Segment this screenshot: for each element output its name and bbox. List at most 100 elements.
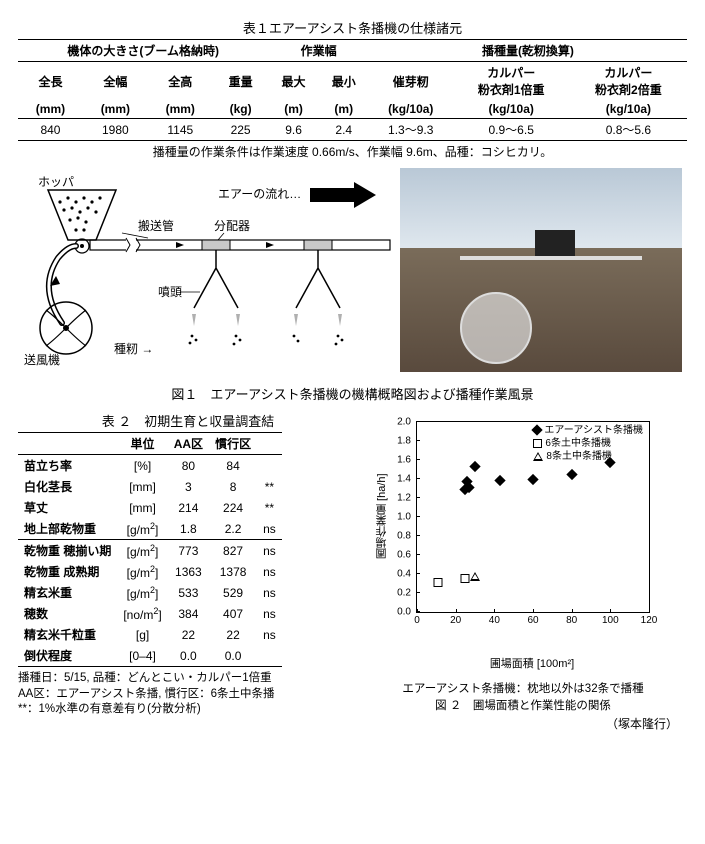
table1-cell: 225: [213, 119, 269, 141]
table2-cell: [mm]: [117, 497, 167, 518]
figure2-legend-item: エアーアシスト条播機: [533, 424, 643, 437]
label-nozzle: 噴頭: [158, 285, 182, 299]
table2-col-header: 慣行区: [209, 433, 257, 455]
figure2-author: （塚本隆行）: [368, 716, 678, 733]
figure2-chart: エアーアシスト条播機6条土中条播機8条土中条播機 020406080100120…: [368, 411, 668, 641]
figure2-ytick: 1.2: [397, 493, 411, 504]
figure2-ytick: 1.0: [397, 512, 411, 523]
table1-col-header: カルパー粉衣剤1倍重: [453, 62, 570, 101]
figure2-xlabel: 圃場面積 [100m²]: [416, 655, 648, 671]
table2-cell: 1.8: [168, 518, 209, 540]
table2-cell: 草丈: [18, 497, 117, 518]
figure2-xtick: 120: [641, 615, 658, 626]
table2-cell: [257, 455, 282, 477]
table1-col-header: 重量: [213, 62, 269, 101]
table2-cell: 529: [209, 582, 257, 603]
table1: 機体の大きさ(ブーム格納時)作業幅播種量(乾籾換算) 全長全幅全高重量最大最小催…: [18, 39, 687, 141]
figure2-xtick: 100: [602, 615, 619, 626]
table2-col-header: 単位: [117, 433, 167, 455]
table2-title: 表 ２ 初期生育と収量調査結: [18, 411, 358, 430]
table2-note-line: 播種日：5/15, 品種：どんとこい・カルパー1倍重: [18, 671, 358, 687]
table2-cell: 白化茎長: [18, 476, 117, 497]
table1-col-header: 全幅: [83, 62, 148, 101]
table2-cell: 0.0: [209, 645, 257, 667]
table1-cell: 0.8〜5.6: [570, 119, 687, 141]
table1-unit: (kg/10a): [570, 100, 687, 119]
table2-cell: [g/m2]: [117, 582, 167, 603]
table1-col-header: カルパー粉衣剤2倍重: [570, 62, 687, 101]
table2-cell: [0–4]: [117, 645, 167, 667]
table2-cell: 407: [209, 603, 257, 624]
table2-cell: [g/m2]: [117, 518, 167, 540]
table2-cell: [257, 645, 282, 667]
table2-cell: 精玄米重: [18, 582, 117, 603]
table2-cell: 地上部乾物重: [18, 518, 117, 540]
table1-col-header: 催芽籾: [369, 62, 453, 101]
figure1: エアーの流れ… ホッパ 送風機: [18, 168, 687, 378]
figure2-point: [529, 475, 537, 486]
figure2-legend-item: 6条土中条播機: [533, 437, 643, 450]
table1-cell: 1.3〜9.3: [369, 119, 453, 141]
table2-cell: 2.2: [209, 518, 257, 540]
table1-col-header: 最小: [319, 62, 369, 101]
table2-cell: 穂数: [18, 603, 117, 624]
figure1-diagram: エアーの流れ… ホッパ 送風機: [18, 168, 396, 378]
table2-cell: **: [257, 476, 282, 497]
label-hopper: ホッパ: [38, 175, 74, 189]
table1-unit: (kg/10a): [369, 100, 453, 119]
figure2-xtick: 0: [414, 615, 420, 626]
table2-cell: 214: [168, 497, 209, 518]
table2-cell: 533: [168, 582, 209, 603]
table1-unit: (m): [319, 100, 369, 119]
figure2-point: [465, 483, 473, 494]
table1-note: 播種量の作業条件は作業速度 0.66m/s、作業幅 9.6m、品種：コシヒカリ。: [18, 143, 687, 160]
figure2-ytick: 0.0: [397, 607, 411, 618]
figure2-ytick: 1.4: [397, 474, 411, 485]
table2-cell: 苗立ち率: [18, 455, 117, 477]
figure2-xtick: 80: [566, 615, 577, 626]
table2-cell: ns: [257, 561, 282, 582]
table2-cell: [g]: [117, 624, 167, 645]
figure2-legend-item: 8条土中条播機: [533, 450, 643, 463]
figure2-point: [496, 476, 504, 487]
figure1-photo: [400, 168, 682, 372]
label-dist: 分配器: [214, 219, 250, 233]
table2-cell: **: [257, 497, 282, 518]
figure2-point: [470, 572, 480, 584]
table2-cell: 乾物重 穂揃い期: [18, 540, 117, 562]
table2-cell: 84: [209, 455, 257, 477]
table2-cell: ns: [257, 518, 282, 540]
table2-cell: [g/m2]: [117, 540, 167, 562]
figure2-legend: エアーアシスト条播機6条土中条播機8条土中条播機: [533, 424, 643, 463]
figure2-ytick: 1.8: [397, 436, 411, 447]
figure2-ytick: 0.4: [397, 569, 411, 580]
table1-cell: 2.4: [319, 119, 369, 141]
label-pipe: 搬送管: [138, 218, 174, 233]
table2-cell: 384: [168, 603, 209, 624]
figure2-subcaption: エアーアシスト条播機：枕地以外は32条で播種: [368, 681, 678, 698]
table1-group-header: 機体の大きさ(ブーム格納時): [18, 40, 268, 62]
table1-group-header: 作業幅: [268, 40, 368, 62]
table2-note-line: **：1%水準の有意差有り(分散分析): [18, 702, 358, 718]
table2-cell: 224: [209, 497, 257, 518]
table2-notes: 播種日：5/15, 品種：どんとこい・カルパー1倍重AA区：エアーアシスト条播,…: [18, 671, 358, 718]
table2-cell: 22: [209, 624, 257, 645]
figure2-point: [471, 462, 479, 473]
figure2-ytick: 1.6: [397, 455, 411, 466]
figure2-ytick: 0.6: [397, 550, 411, 561]
table2-cell: 乾物重 成熟期: [18, 561, 117, 582]
figure2-caption: 図 ２ 圃場面積と作業性能の関係: [368, 698, 678, 715]
table2-cell: ns: [257, 540, 282, 562]
label-seed: 種籾 →: [114, 342, 153, 356]
table2-cell: 773: [168, 540, 209, 562]
table2-cell: [mm]: [117, 476, 167, 497]
table2-cell: 8: [209, 476, 257, 497]
figure2-ytick: 0.8: [397, 531, 411, 542]
figure1-caption: 図１ エアーアシスト条播機の機構概略図および播種作業風景: [18, 384, 687, 403]
table2-cell: 3: [168, 476, 209, 497]
table1-col-header: 最大: [268, 62, 318, 101]
figure2-ytick: 2.0: [397, 417, 411, 428]
table1-unit: (m): [268, 100, 318, 119]
table2-cell: 80: [168, 455, 209, 477]
figure2-point: [606, 458, 614, 469]
